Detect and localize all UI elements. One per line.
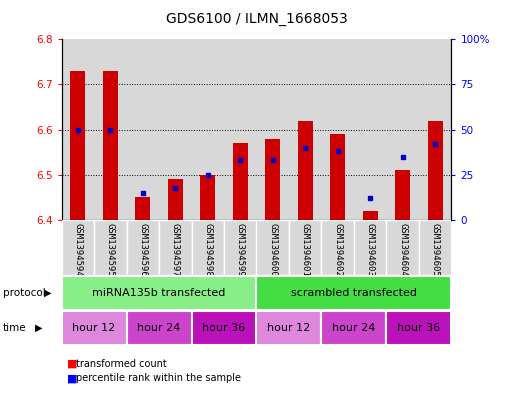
Bar [386,311,451,345]
Bar [70,71,85,220]
Text: hour 24: hour 24 [137,323,181,333]
Bar [396,171,410,220]
Text: GSM1394595: GSM1394595 [106,223,115,277]
Bar [322,311,386,345]
Text: GSM1394599: GSM1394599 [236,223,245,277]
Text: GSM1394597: GSM1394597 [171,223,180,277]
Bar [191,39,224,220]
Text: GSM1394604: GSM1394604 [398,223,407,277]
Text: ■: ■ [67,358,77,369]
Text: GSM1394598: GSM1394598 [203,223,212,277]
Text: percentile rank within the sample: percentile rank within the sample [76,373,241,384]
Bar [256,220,289,275]
Bar [354,39,386,220]
Bar [289,220,322,275]
Text: hour 24: hour 24 [332,323,376,333]
Text: GSM1394603: GSM1394603 [366,223,374,277]
Text: time: time [3,323,26,333]
Bar [62,311,127,345]
Text: GSM1394602: GSM1394602 [333,223,342,277]
Bar [127,39,159,220]
Bar [201,175,215,220]
Bar [168,179,183,220]
Bar [386,39,419,220]
Bar [419,220,451,275]
Text: transformed count: transformed count [76,358,167,369]
Bar [224,39,256,220]
Bar [191,311,256,345]
Bar [428,121,443,220]
Text: hour 12: hour 12 [267,323,310,333]
Bar [386,220,419,275]
Bar [127,311,191,345]
Bar [103,71,117,220]
Text: GSM1394605: GSM1394605 [431,223,440,277]
Text: ▶: ▶ [44,288,51,298]
Text: scrambled transfected: scrambled transfected [291,288,417,298]
Bar [191,220,224,275]
Bar [289,39,322,220]
Text: GSM1394594: GSM1394594 [73,223,82,277]
Bar [62,220,94,275]
Bar [159,220,191,275]
Text: GSM1394600: GSM1394600 [268,223,277,277]
Bar [233,143,248,220]
Bar [265,139,280,220]
Bar [94,220,127,275]
Text: GSM1394596: GSM1394596 [139,223,147,277]
Bar [363,211,378,220]
Bar [298,121,312,220]
Bar [322,39,354,220]
Bar [127,220,159,275]
Text: GSM1394601: GSM1394601 [301,223,310,277]
Text: hour 12: hour 12 [72,323,115,333]
Bar [419,39,451,220]
Text: miRNA135b transfected: miRNA135b transfected [92,288,226,298]
Bar [62,39,94,220]
Bar [62,276,256,310]
Text: hour 36: hour 36 [398,323,441,333]
Bar [135,197,150,220]
Bar [354,220,386,275]
Text: hour 36: hour 36 [203,323,246,333]
Bar [94,39,127,220]
Bar [256,276,451,310]
Bar [322,220,354,275]
Text: GDS6100 / ILMN_1668053: GDS6100 / ILMN_1668053 [166,12,347,26]
Text: protocol: protocol [3,288,45,298]
Bar [256,311,322,345]
Bar [256,39,289,220]
Text: ■: ■ [67,373,77,384]
Bar [159,39,191,220]
Bar [224,220,256,275]
Bar [330,134,345,220]
Text: ▶: ▶ [35,323,43,333]
